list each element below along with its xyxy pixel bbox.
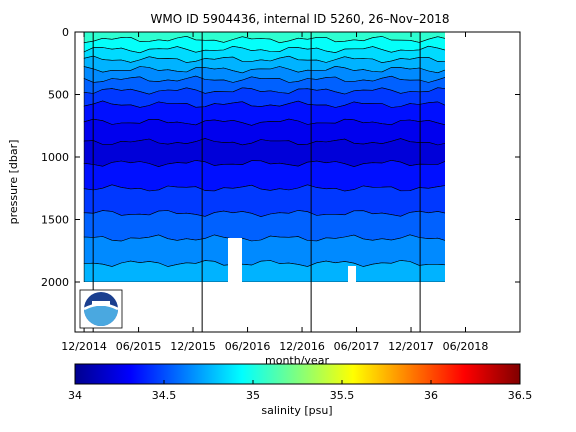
colorbar-tick-label: 36 — [424, 389, 438, 402]
colorbar-ticks: 34 34.5 35 35.5 36 36.5 — [68, 380, 532, 402]
y-tick-label: 1000 — [41, 151, 69, 164]
y-tick-label: 1500 — [41, 214, 69, 227]
colorbar-tick-label: 35 — [246, 389, 260, 402]
salinity-layer — [83, 159, 445, 192]
plot-frame — [74, 31, 521, 333]
colorbar-label: salinity [psu] — [261, 404, 332, 417]
colorbar-tick-label: 36.5 — [508, 389, 533, 402]
colorbar — [74, 363, 521, 385]
data-gaps — [228, 238, 356, 282]
x-tick-label: 12/2016 — [279, 340, 325, 353]
data-gap-2 — [348, 266, 356, 282]
colorbar-tick-label: 34 — [68, 389, 82, 402]
y-tick-label: 0 — [62, 26, 69, 39]
y-tick-label: 500 — [48, 89, 69, 102]
y-axis: 0 500 1000 1500 2000 — [41, 26, 520, 289]
x-axis: 12/2014 06/2015 12/2015 06/2016 12/2016 06/20… — [61, 32, 488, 353]
y-tick-label: 2000 — [41, 276, 69, 289]
y-axis-label: pressure [dbar] — [7, 140, 20, 225]
x-tick-label: 06/2017 — [334, 340, 380, 353]
x-tick-label: 12/2017 — [388, 340, 434, 353]
x-tick-label: 06/2015 — [116, 340, 162, 353]
data-gap-1 — [228, 238, 242, 282]
colorbar-tick-label: 34.5 — [152, 389, 177, 402]
x-tick-label: 12/2015 — [170, 340, 216, 353]
salinity-field — [83, 32, 445, 282]
colorbar-tick-label: 35.5 — [330, 389, 355, 402]
year-lines — [92, 32, 421, 332]
x-tick-label: 06/2016 — [225, 340, 271, 353]
noaa-logo — [79, 289, 123, 329]
x-tick-label: 06/2018 — [443, 340, 489, 353]
salinity-layer — [83, 260, 445, 282]
x-tick-label: 12/2014 — [61, 340, 107, 353]
chart-title: WMO ID 5904436, internal ID 5260, 26–Nov… — [151, 12, 450, 26]
